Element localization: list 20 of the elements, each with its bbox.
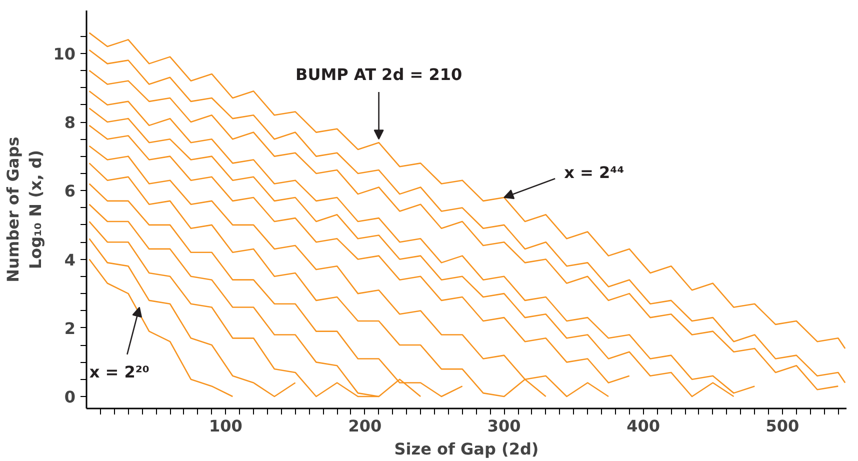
y-tick-label: 0 xyxy=(64,387,76,406)
y-tick-label: 4 xyxy=(64,250,76,270)
x-tick-label: 500 xyxy=(766,416,800,436)
x-axis-title: Size of Gap (2d) xyxy=(394,440,539,458)
x-tick-label: 200 xyxy=(348,416,382,436)
y-tick-label: 8 xyxy=(64,113,76,132)
y-tick-label: 6 xyxy=(64,182,76,201)
x-tick-label: 400 xyxy=(626,416,660,436)
x-tick-label: 100 xyxy=(208,416,242,436)
line-series xyxy=(88,238,296,398)
line-series xyxy=(88,124,630,384)
y-tick-label: 2 xyxy=(64,318,76,338)
x-tick-label: 300 xyxy=(487,416,521,436)
y-tick-label: 10 xyxy=(53,44,76,64)
annotation: x = 2²⁰ xyxy=(89,362,150,382)
annotation: x = 2⁴⁴ xyxy=(564,162,624,182)
annotation: BUMP AT 2d = 210 xyxy=(296,65,462,84)
line-series xyxy=(88,183,463,398)
y-axis-title: Number of Gaps Log₁₀ N (x, d) xyxy=(3,136,46,282)
line-series xyxy=(88,258,234,398)
